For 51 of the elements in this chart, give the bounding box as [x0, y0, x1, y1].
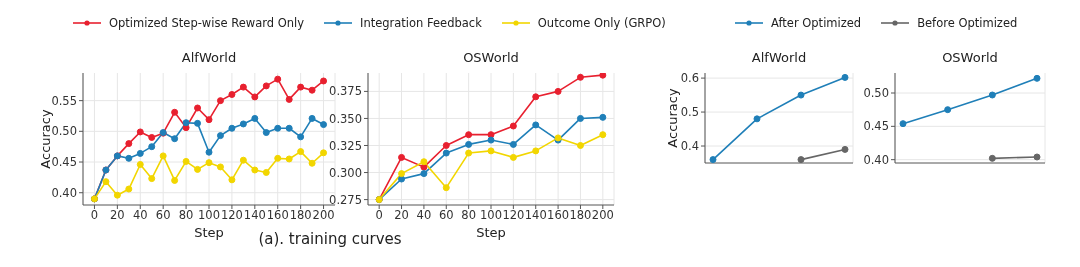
x-tick-label: 20: [394, 208, 409, 223]
x-tick-label: 40: [132, 208, 148, 223]
y-tick-label: 0.45: [863, 119, 889, 134]
x-tick-label: 180: [569, 208, 592, 223]
x-tick-label: 120: [502, 208, 525, 223]
x-tick-label: 140: [524, 208, 547, 223]
x-tick-label: 180: [289, 208, 312, 223]
y-tick-label: 0.325: [329, 138, 362, 153]
legend-label: Outcome Only (GRPO): [537, 16, 666, 30]
x-tick-label: 100: [198, 208, 220, 223]
x-tick-label: 160: [547, 208, 570, 223]
y-tick-label: 0.6: [680, 71, 699, 86]
y-axis-title: Accuracy: [37, 109, 53, 169]
y-axis-title: Accuracy: [664, 88, 680, 148]
x-tick-label: 20: [110, 208, 125, 223]
x-axis-title: Step: [476, 225, 506, 240]
x-tick-label: 80: [178, 208, 194, 223]
chart-title: OSWorld: [941, 50, 999, 65]
y-tick-label: 0.45: [51, 155, 77, 170]
x-tick-label: 0: [90, 208, 99, 223]
y-tick-label: 0.50: [863, 86, 889, 101]
x-axis-title: Step: [194, 225, 224, 240]
chart-title: AlfWorld: [180, 50, 238, 65]
x-tick-label: 160: [266, 208, 289, 223]
x-tick-label: 60: [155, 208, 171, 223]
x-tick-label: 80: [461, 208, 476, 223]
x-tick-label: 200: [591, 208, 614, 223]
x-tick-label: 60: [438, 208, 454, 223]
y-tick-label: 0.40: [51, 185, 77, 200]
chart-title: OSWorld: [462, 50, 520, 65]
x-tick-label: 120: [220, 208, 243, 223]
y-tick-label: 0.375: [329, 84, 362, 99]
y-tick-label: 0.50: [51, 124, 77, 139]
y-tick-label: 0.5: [680, 105, 699, 120]
x-tick-label: 200: [312, 208, 335, 223]
text: (a). training curves: [258, 230, 402, 248]
y-tick-label: 0.40: [863, 152, 889, 167]
chart-title: AlfWorld: [750, 50, 808, 65]
x-tick-label: 100: [480, 208, 502, 223]
legend-label: Before Optimized: [917, 16, 1018, 30]
y-tick-label: 0.55: [51, 93, 77, 108]
y-tick-label: 0.300: [329, 165, 362, 180]
x-tick-label: 140: [243, 208, 266, 223]
x-tick-label: 0: [375, 208, 383, 223]
y-tick-label: 0.275: [329, 192, 362, 207]
legend-label: Optimized Step-wise Reward Only: [109, 16, 305, 30]
y-tick-label: 0.4: [680, 139, 699, 154]
legend-label: After Optimized: [771, 16, 862, 30]
y-tick-label: 0.350: [329, 111, 362, 126]
legend-label: Integration Feedback: [360, 16, 482, 30]
x-tick-label: 40: [416, 208, 432, 223]
